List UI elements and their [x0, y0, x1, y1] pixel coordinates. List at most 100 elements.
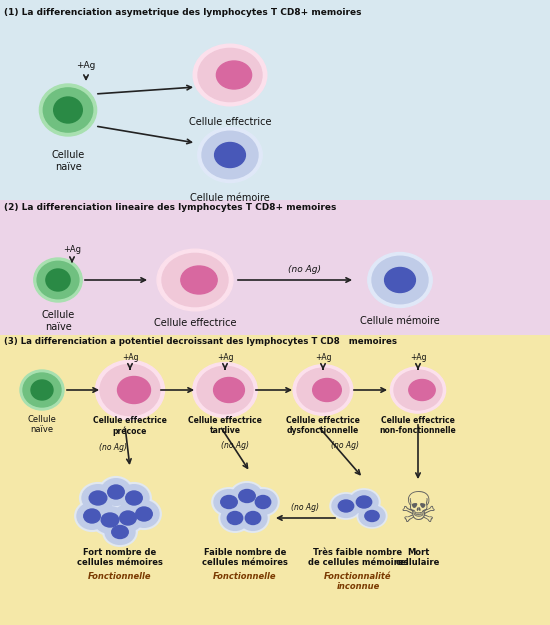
Ellipse shape: [293, 365, 353, 415]
Ellipse shape: [43, 88, 93, 132]
Bar: [0, 200, 550, 335]
Ellipse shape: [356, 496, 372, 508]
Ellipse shape: [232, 484, 262, 508]
Text: Fonctionnelle: Fonctionnelle: [88, 572, 152, 581]
Ellipse shape: [75, 501, 109, 531]
Ellipse shape: [89, 491, 107, 505]
Text: Cellule effectrice: Cellule effectrice: [189, 117, 271, 127]
Ellipse shape: [213, 378, 244, 402]
Ellipse shape: [46, 269, 70, 291]
Ellipse shape: [239, 506, 267, 531]
Text: +Ag: +Ag: [76, 61, 96, 71]
Ellipse shape: [80, 482, 117, 513]
Text: +Ag: +Ag: [63, 246, 81, 254]
Text: Faible nombre de
cellules mémoires: Faible nombre de cellules mémoires: [202, 548, 288, 568]
Ellipse shape: [216, 61, 251, 89]
Ellipse shape: [348, 489, 380, 515]
Ellipse shape: [330, 492, 362, 519]
Text: Cellule effectrice
précoce: Cellule effectrice précoce: [93, 416, 167, 436]
Ellipse shape: [94, 507, 126, 533]
Text: Fort nombre de
cellules mémoires: Fort nombre de cellules mémoires: [77, 548, 163, 568]
Ellipse shape: [409, 379, 435, 401]
Ellipse shape: [357, 504, 387, 528]
Text: (no Ag): (no Ag): [331, 441, 359, 449]
Text: (no Ag): (no Ag): [99, 444, 127, 452]
Ellipse shape: [230, 482, 264, 510]
Ellipse shape: [390, 367, 446, 413]
Ellipse shape: [117, 482, 151, 513]
Ellipse shape: [239, 489, 255, 502]
Text: Cellule effectrice
tardive: Cellule effectrice tardive: [188, 416, 262, 436]
Text: Fonctionnelle: Fonctionnelle: [213, 572, 277, 581]
Ellipse shape: [77, 503, 107, 529]
Ellipse shape: [245, 511, 261, 524]
Ellipse shape: [101, 513, 119, 527]
Ellipse shape: [384, 268, 415, 292]
Ellipse shape: [214, 489, 244, 514]
Ellipse shape: [338, 500, 354, 512]
Ellipse shape: [108, 485, 124, 499]
Text: Cellule
naïve: Cellule naïve: [41, 310, 75, 332]
Ellipse shape: [193, 362, 257, 418]
Text: Très faible nombre
de cellules mémoires: Très faible nombre de cellules mémoires: [308, 548, 408, 568]
Ellipse shape: [249, 489, 277, 514]
Ellipse shape: [129, 501, 159, 528]
Ellipse shape: [227, 511, 243, 524]
Text: Cellule
naïve: Cellule naïve: [51, 150, 85, 172]
Ellipse shape: [37, 261, 79, 299]
Ellipse shape: [162, 253, 228, 307]
Text: +Ag: +Ag: [315, 354, 331, 362]
Ellipse shape: [54, 97, 82, 123]
Ellipse shape: [20, 370, 64, 410]
Ellipse shape: [247, 488, 279, 516]
Text: Cellule
naïve: Cellule naïve: [28, 415, 57, 434]
Bar: [0, 335, 550, 625]
Ellipse shape: [92, 504, 128, 536]
Ellipse shape: [202, 131, 258, 179]
Ellipse shape: [126, 491, 142, 505]
Ellipse shape: [193, 44, 267, 106]
Ellipse shape: [118, 376, 151, 404]
Ellipse shape: [157, 249, 233, 311]
Ellipse shape: [332, 494, 360, 518]
Text: (2) La differenciation lineaire des lymphocytes T CD8+ memoires: (2) La differenciation lineaire des lymp…: [4, 203, 337, 212]
Text: (no Ag): (no Ag): [291, 504, 319, 512]
Ellipse shape: [297, 368, 349, 412]
Ellipse shape: [136, 507, 152, 521]
Ellipse shape: [119, 485, 149, 511]
Text: Mort
cellulaire: Mort cellulaire: [396, 548, 440, 568]
Ellipse shape: [40, 84, 97, 136]
Ellipse shape: [120, 511, 136, 525]
Ellipse shape: [214, 142, 245, 168]
Text: ☠: ☠: [399, 489, 437, 531]
Ellipse shape: [126, 499, 161, 529]
Text: Cellule effectrice
dysfonctionnelle: Cellule effectrice dysfonctionnelle: [286, 416, 360, 436]
Ellipse shape: [23, 373, 61, 407]
Ellipse shape: [82, 485, 114, 511]
Ellipse shape: [365, 511, 379, 521]
Ellipse shape: [313, 379, 342, 401]
Ellipse shape: [359, 506, 385, 526]
Text: Cellule effectrice: Cellule effectrice: [154, 318, 236, 328]
Ellipse shape: [394, 370, 442, 410]
Ellipse shape: [221, 506, 249, 531]
Ellipse shape: [372, 256, 428, 304]
Text: (no Ag): (no Ag): [289, 266, 322, 274]
Ellipse shape: [197, 366, 253, 414]
Ellipse shape: [181, 266, 217, 294]
Ellipse shape: [111, 503, 145, 533]
Ellipse shape: [368, 253, 432, 308]
Text: Cellule effectrice
non-fonctionnelle: Cellule effectrice non-fonctionnelle: [379, 416, 456, 436]
Ellipse shape: [237, 504, 269, 532]
Text: Cellule mémoire: Cellule mémoire: [360, 316, 440, 326]
Text: +Ag: +Ag: [217, 354, 233, 362]
Ellipse shape: [96, 360, 164, 420]
Ellipse shape: [350, 491, 378, 513]
Ellipse shape: [198, 127, 262, 182]
Text: (1) La differenciation asymetrique des lymphocytes T CD8+ memoires: (1) La differenciation asymetrique des l…: [4, 8, 361, 17]
Ellipse shape: [255, 496, 271, 509]
Ellipse shape: [219, 504, 251, 532]
Ellipse shape: [31, 380, 53, 400]
Ellipse shape: [99, 477, 133, 508]
Ellipse shape: [221, 496, 237, 509]
